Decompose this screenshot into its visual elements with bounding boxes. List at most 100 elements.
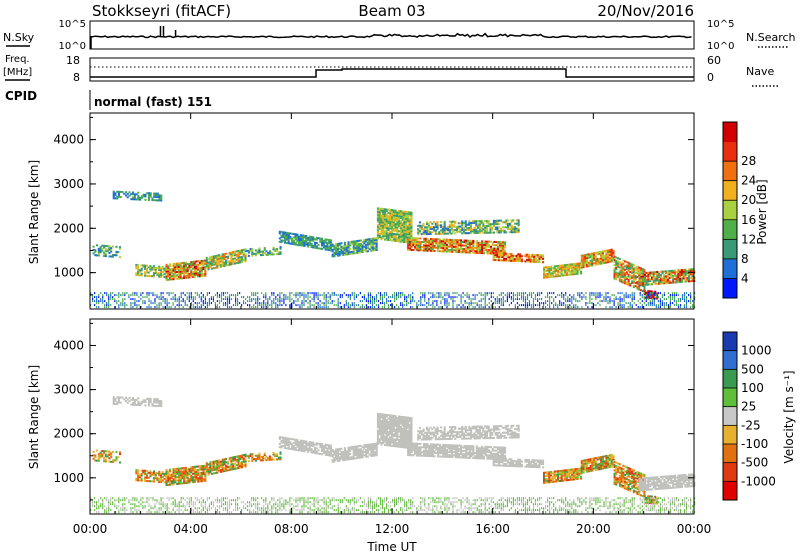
power-cell <box>613 269 616 272</box>
power-cell <box>92 249 95 251</box>
power-cell <box>354 243 357 246</box>
power-cell <box>202 300 204 303</box>
power-cell <box>349 306 351 309</box>
power-cell <box>574 264 577 267</box>
nsky-series <box>89 32 692 39</box>
power-cell <box>194 298 196 301</box>
velocity-cell <box>116 403 119 406</box>
power-cell <box>299 242 302 245</box>
power-cell <box>490 292 492 295</box>
power-cell <box>308 237 311 240</box>
power-cell <box>383 296 386 299</box>
power-cell <box>130 198 133 201</box>
power-cell <box>167 272 170 274</box>
velocity-cell <box>221 460 224 463</box>
power-cell <box>422 304 424 307</box>
power-cell <box>665 272 668 274</box>
power-cell <box>353 298 355 301</box>
power-cell <box>158 275 161 278</box>
power-cell <box>673 273 676 275</box>
power-cell <box>480 306 482 309</box>
velocity-cell <box>299 441 302 444</box>
power-cell <box>496 221 499 224</box>
power-cell <box>122 302 124 305</box>
power-cell <box>444 298 446 301</box>
power-cell <box>379 298 382 301</box>
velocity-cell <box>244 462 247 465</box>
velocity-cell <box>276 453 279 456</box>
power-cell <box>385 235 388 238</box>
velocity-cell <box>221 463 224 466</box>
power-cell <box>504 246 507 249</box>
power-cell <box>228 263 231 266</box>
power-cell <box>291 237 294 240</box>
power-cell <box>595 292 597 295</box>
power-cell <box>551 302 553 305</box>
power-cell <box>255 300 257 303</box>
power-cell <box>379 296 382 299</box>
power-cell <box>224 296 227 299</box>
power-cell <box>158 274 161 277</box>
power-cell <box>359 244 362 247</box>
velocity-cell <box>99 456 102 459</box>
power-cell <box>665 282 668 285</box>
power-cell <box>356 248 359 251</box>
power-cell <box>503 254 506 257</box>
power-cell <box>579 296 581 299</box>
velocity-cell <box>170 473 173 476</box>
power-cell <box>176 271 179 273</box>
power-cell <box>275 296 277 299</box>
velocity-cell <box>303 448 306 451</box>
velocity-cell <box>205 462 208 465</box>
power-cell <box>490 296 492 299</box>
power-cell <box>317 237 320 240</box>
power-cell <box>553 268 556 271</box>
power-cell <box>104 245 107 247</box>
power-cell <box>181 265 184 268</box>
power-cell <box>445 229 448 232</box>
power-cell <box>396 216 399 219</box>
power-cell <box>412 242 415 245</box>
power-cell <box>450 220 453 223</box>
velocity-cell <box>280 436 283 439</box>
velocity-cell <box>137 471 140 473</box>
power-cell <box>549 298 551 301</box>
velocity-cell <box>200 475 203 478</box>
power-cell <box>356 246 359 249</box>
power-cell <box>639 306 641 309</box>
power-cell <box>278 237 281 240</box>
power-cell <box>376 237 379 240</box>
velocity-cell <box>177 477 180 480</box>
power-cell <box>617 257 620 260</box>
power-cell <box>515 222 518 225</box>
power-cell <box>661 302 663 305</box>
power-cell <box>620 272 623 275</box>
power-cell <box>410 294 412 297</box>
power-cell <box>545 296 547 299</box>
power-cell <box>526 306 529 309</box>
power-cell <box>186 266 189 269</box>
velocity-cell <box>153 401 156 404</box>
power-cell <box>551 267 554 270</box>
power-cell <box>559 300 561 303</box>
freq-panel-frame <box>89 57 695 82</box>
velocity-cell <box>200 480 203 483</box>
power-cell <box>226 304 229 307</box>
power-cell <box>102 302 104 305</box>
power-cell <box>543 275 546 277</box>
power-cell <box>263 306 265 309</box>
power-cell <box>392 229 395 232</box>
power-cell <box>156 194 159 197</box>
power-cell <box>405 217 408 220</box>
power-cell <box>536 260 539 263</box>
power-cell <box>448 225 451 228</box>
power-cell <box>156 199 159 202</box>
power-cell <box>615 278 618 281</box>
power-cell <box>551 275 554 278</box>
velocity-cell <box>242 460 245 463</box>
power-cell <box>541 298 543 301</box>
power-cell <box>226 257 229 260</box>
velocity-cell <box>261 459 264 462</box>
power-cell <box>526 260 529 263</box>
power-cell <box>176 304 178 307</box>
